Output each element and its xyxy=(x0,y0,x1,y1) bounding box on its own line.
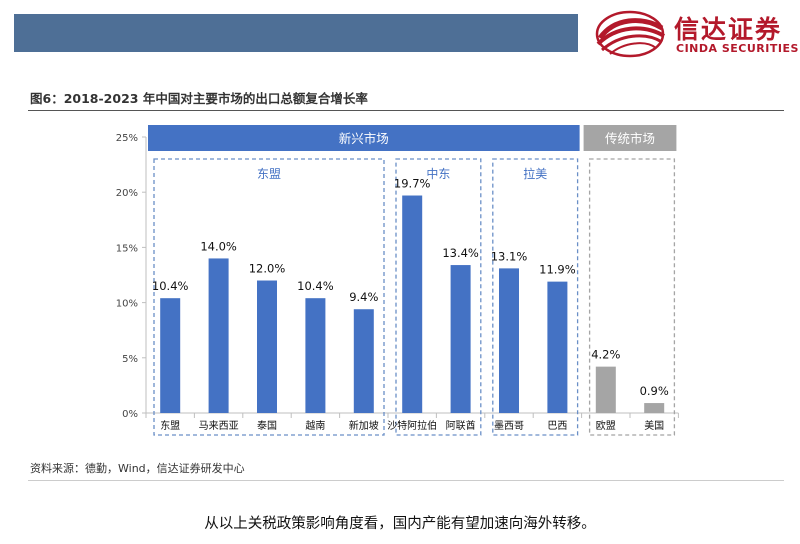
subgroup-label: 拉美 xyxy=(523,166,547,181)
data-label: 9.4% xyxy=(349,290,378,304)
brand-logo: 信达证券 CINDA SECURITIES xyxy=(592,8,799,60)
category-label: 墨西哥 xyxy=(494,420,524,432)
bar xyxy=(499,268,519,413)
y-tick-label: 15% xyxy=(116,243,138,254)
body-caption: 从以上关税政策影响角度看，国内产能有望加速向海外转移。 xyxy=(204,516,596,532)
bar xyxy=(547,281,568,413)
source-divider xyxy=(28,480,784,481)
logo-text-cn: 信达证券 xyxy=(674,15,783,44)
category-label: 欧盟 xyxy=(596,420,616,432)
data-label: 4.2% xyxy=(591,348,620,362)
subgroup-frame xyxy=(395,158,482,436)
bar xyxy=(208,258,229,413)
y-tick-label: 25% xyxy=(116,133,138,144)
bar xyxy=(257,280,277,413)
data-label: 0.9% xyxy=(640,384,669,398)
data-label: 10.4% xyxy=(297,279,334,293)
data-label: 13.4% xyxy=(442,246,479,260)
subgroup-frame xyxy=(492,158,579,436)
data-label: 14.0% xyxy=(200,239,237,253)
category-label: 新加坡 xyxy=(349,419,379,432)
subgroup-frame xyxy=(153,158,385,436)
subgroup-frame xyxy=(588,158,676,436)
group-header-box xyxy=(148,125,580,151)
logo-text-en: CINDA SECURITIES xyxy=(676,42,799,55)
bar xyxy=(644,403,665,413)
subgroup-label: 中东 xyxy=(426,166,450,181)
group-header-label: 新兴市场 xyxy=(339,131,389,146)
bar xyxy=(353,309,374,413)
y-tick-label: 20% xyxy=(116,188,138,199)
category-label: 巴西 xyxy=(547,420,567,432)
data-label: 19.7% xyxy=(394,177,431,191)
group-header-label: 传统市场 xyxy=(605,131,655,146)
category-label: 越南 xyxy=(305,419,325,432)
title-divider xyxy=(28,110,784,111)
category-label: 美国 xyxy=(644,419,664,432)
figure-source: 资料来源：德勤，Wind，信达证券研发中心 xyxy=(30,462,245,475)
data-label: 12.0% xyxy=(249,262,286,276)
y-tick-label: 0% xyxy=(122,409,138,420)
data-label: 10.4% xyxy=(152,279,189,293)
y-tick-label: 5% xyxy=(122,354,138,365)
cinda-emblem-icon xyxy=(595,10,666,58)
bar xyxy=(402,195,423,413)
bar xyxy=(305,298,326,413)
category-label: 泰国 xyxy=(257,419,277,432)
bar xyxy=(160,298,181,413)
data-label: 13.1% xyxy=(491,249,528,263)
category-label: 东盟 xyxy=(160,419,180,432)
data-label: 11.9% xyxy=(539,263,576,277)
bar xyxy=(595,366,616,413)
bar xyxy=(450,265,471,413)
subgroup-label: 东盟 xyxy=(257,167,281,181)
category-label: 阿联酋 xyxy=(446,419,476,432)
figure-title: 图6：2018-2023 年中国对主要市场的出口总额复合增长率 xyxy=(30,91,368,106)
category-label: 沙特阿拉伯 xyxy=(387,419,437,432)
group-header-box xyxy=(583,125,677,151)
category-label: 马来西亚 xyxy=(199,420,239,432)
header-banner xyxy=(14,14,578,52)
y-tick-label: 10% xyxy=(116,299,138,310)
